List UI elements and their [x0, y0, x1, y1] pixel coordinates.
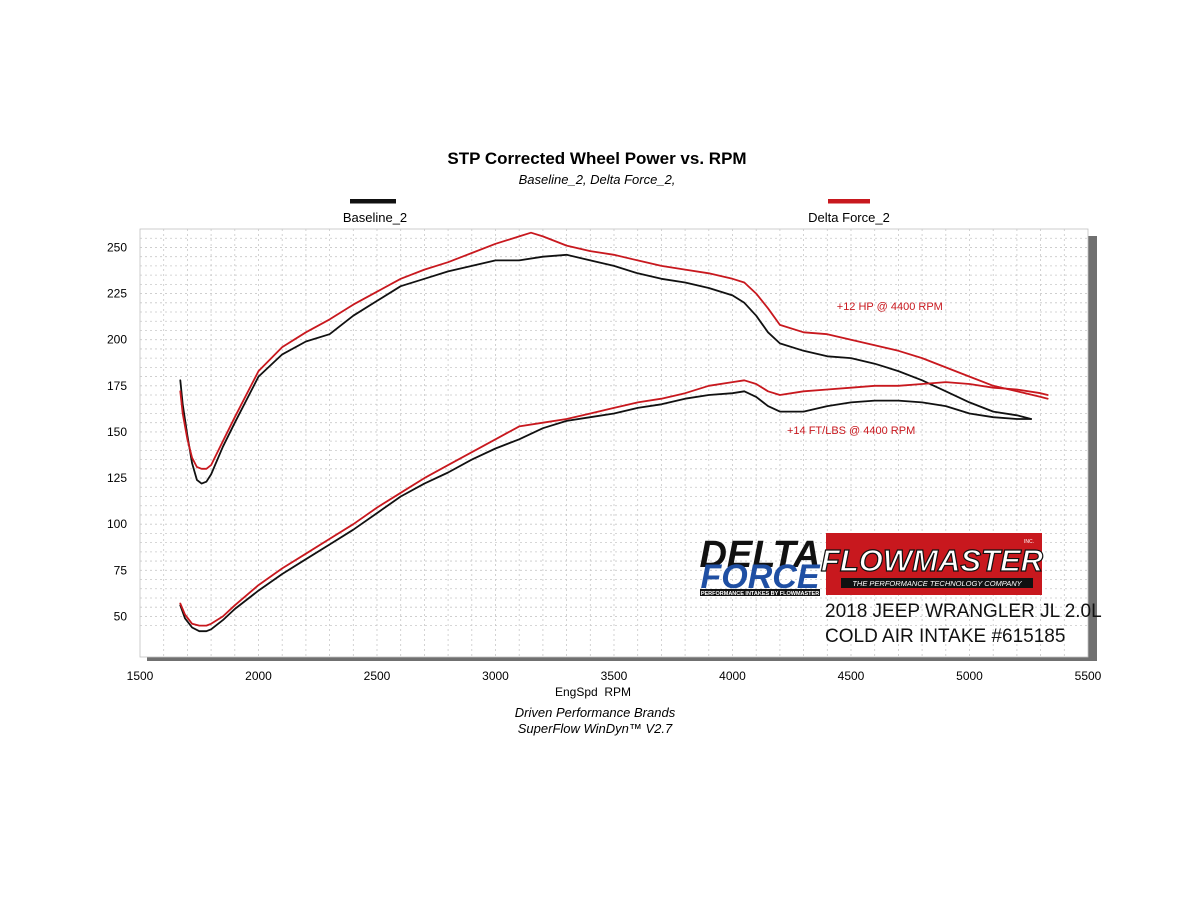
annotation-hp-gain: +12 HP @ 4400 RPM — [837, 301, 943, 313]
delta-force-tagline: PERFORMANCE INTAKES BY FLOWMASTER — [701, 591, 819, 597]
footer-line-2: SuperFlow WinDyn™ V2.7 — [518, 721, 673, 736]
annotation-torque-gain: +14 FT/LBS @ 4400 RPM — [787, 425, 915, 437]
delta-force-logo-line1: DELTA — [699, 534, 820, 576]
x-tick-label: 3000 — [482, 669, 509, 683]
x-tick-label: 4500 — [838, 669, 865, 683]
x-tick-label: 4000 — [719, 669, 746, 683]
legend-label-delta-force: Delta Force_2 — [808, 210, 890, 225]
vehicle-line-2: COLD AIR INTAKE #615185 — [825, 626, 1065, 647]
delta-force-logo: DELTA FORCE PERFORMANCE INTAKES BY FLOWM… — [699, 534, 820, 597]
series-line-baseline-2-hp — [179, 253, 1032, 485]
y-tick-label: 175 — [107, 379, 127, 393]
y-tick-label: 225 — [107, 287, 127, 301]
x-tick-label: 1500 — [127, 669, 154, 683]
flowmaster-logo-name: FLOWMASTER — [821, 543, 1044, 578]
y-tick-label: 100 — [107, 517, 127, 531]
flowmaster-logo-mark: INC. — [1024, 539, 1034, 545]
x-tick-label: 5500 — [1075, 669, 1102, 683]
flowmaster-tagline: THE PERFORMANCE TECHNOLOGY COMPANY — [852, 579, 1022, 588]
y-tick-label: 50 — [114, 609, 128, 623]
series-line-baseline-2-torque — [179, 390, 1032, 633]
x-tick-label: 2000 — [245, 669, 272, 683]
delta-force-tagline-bar — [700, 589, 820, 596]
legend-label-baseline: Baseline_2 — [343, 210, 407, 225]
legend-swatch-delta-force — [828, 199, 870, 204]
x-axis-label: EngSpd RPM — [555, 685, 631, 699]
series-lines — [179, 231, 1049, 633]
x-tick-label: 3500 — [601, 669, 628, 683]
legend-swatch-baseline — [350, 199, 396, 204]
series-line-delta-force-2-torque — [179, 379, 1049, 627]
y-tick-label: 200 — [107, 333, 127, 347]
flowmaster-logo: FLOWMASTER INC. THE PERFORMANCE TECHNOLO… — [820, 533, 1044, 595]
chart-subtitle: Baseline_2, Delta Force_2, — [519, 172, 676, 187]
x-tick-label: 2500 — [364, 669, 391, 683]
x-tick-label: 5000 — [956, 669, 983, 683]
vehicle-line-1: 2018 JEEP WRANGLER JL 2.0L — [825, 601, 1102, 622]
y-tick-label: 125 — [107, 471, 127, 485]
flowmaster-tagline-bar — [841, 578, 1033, 588]
grid — [140, 229, 1088, 657]
footer-line-1: Driven Performance Brands — [515, 705, 676, 720]
x-axis: 1500 2000 2500 3000 3500 4000 4500 5000 5500 — [127, 669, 1102, 683]
chart-title: STP Corrected Wheel Power vs. RPM — [447, 149, 746, 168]
y-tick-label: 250 — [107, 240, 127, 254]
y-tick-label: 75 — [114, 563, 128, 577]
y-tick-label: 150 — [107, 425, 127, 439]
y-axis: 50 75 100 125 150 175 200 225 250 — [107, 240, 127, 623]
series-line-delta-force-2-hp — [179, 231, 1049, 470]
